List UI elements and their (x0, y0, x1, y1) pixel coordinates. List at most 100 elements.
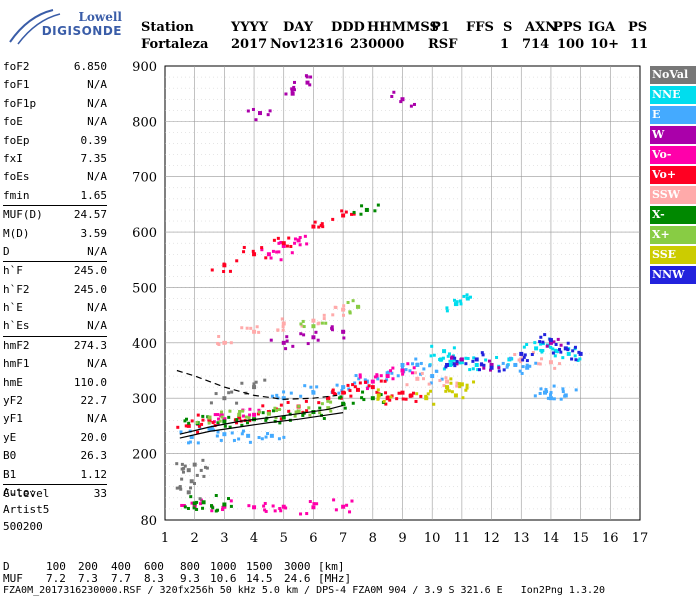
data-point-vo (340, 209, 344, 213)
param-value: N/A (87, 301, 107, 315)
data-point-ssw (224, 341, 228, 345)
data-point-nne (445, 306, 449, 310)
data-point-sse (459, 383, 463, 387)
data-point-nnw (574, 358, 578, 362)
data-point-nne (576, 358, 580, 362)
data-point-x (352, 210, 356, 214)
legend-item-ssw: SSW (650, 186, 696, 204)
data-point-x (192, 506, 196, 510)
data-point-e (429, 381, 433, 385)
data-point-x (240, 423, 244, 427)
data-point-e (508, 356, 512, 360)
data-point-vo (248, 413, 252, 417)
data-point-vo (266, 252, 271, 257)
logo-graphic (9, 9, 61, 45)
data-point-vo (363, 380, 367, 384)
data-point-noval (198, 497, 202, 501)
data-point-x (346, 301, 350, 305)
data-point-ssw (517, 358, 521, 362)
param-label: hmE (3, 375, 23, 389)
data-point-noval (195, 473, 199, 477)
data-point-x (311, 324, 316, 329)
data-point-nnw (543, 333, 547, 337)
header-label-11: PS (628, 20, 648, 35)
data-point-x (301, 413, 305, 417)
data-point-e (525, 363, 529, 367)
data-point-vo (317, 225, 321, 229)
data-point-e (266, 432, 270, 436)
data-point-x (222, 502, 227, 507)
data-point-x (320, 321, 324, 325)
param-row: h`F2 245.0 (3, 281, 107, 299)
data-point-vo (411, 391, 415, 395)
param-value: N/A (87, 115, 107, 129)
data-point-x (187, 421, 191, 425)
data-point-nne (464, 356, 468, 360)
data-point-ssw (455, 384, 459, 388)
data-point-e (237, 437, 241, 441)
data-point-vo (237, 415, 242, 420)
data-point-x (186, 506, 190, 510)
data-point-vo (296, 238, 301, 243)
data-point-sse (382, 399, 386, 403)
data-point-nne (573, 354, 577, 358)
data-point-e (574, 388, 578, 392)
data-point-x (326, 406, 331, 411)
data-point-vo (287, 236, 291, 240)
data-point-vo (279, 403, 283, 407)
data-point-vo (353, 385, 357, 389)
y-tick-label: 400 (132, 337, 157, 352)
data-point-vo (391, 377, 395, 381)
data-point-w (390, 94, 394, 98)
data-point-e (215, 434, 219, 438)
data-point-vo (285, 244, 289, 248)
data-point-w (392, 90, 396, 94)
footer-d-cell: 400 (111, 560, 131, 573)
data-point-e (299, 394, 303, 398)
data-point-e (289, 391, 293, 395)
footer-muf-cell: 7.2 (46, 572, 66, 585)
data-point-noval (227, 391, 231, 395)
data-point-nnw (474, 357, 479, 362)
data-point-w (269, 338, 273, 342)
header-label-5: P1 (431, 20, 450, 35)
data-point-noval (189, 479, 194, 484)
data-point-vo (298, 236, 302, 240)
data-point-x (211, 506, 215, 510)
data-point-nnw (444, 365, 448, 369)
param-label: C-level (3, 486, 50, 500)
param-row: C-level 33 (3, 485, 107, 503)
data-point-x (195, 421, 199, 425)
data-point-e (196, 441, 200, 445)
footer-muf-cell: 7.7 (111, 572, 131, 585)
y-tick-label: 500 (132, 281, 157, 296)
data-point-vo (222, 270, 226, 274)
data-point-vo (352, 212, 356, 216)
data-point-nne (474, 362, 479, 367)
data-point-vo (275, 250, 279, 254)
data-point-w (412, 102, 416, 106)
data-point-x (244, 415, 248, 419)
data-point-vo (271, 504, 275, 508)
header-value-8: 100 (557, 37, 585, 52)
data-point-ssw (438, 379, 442, 383)
data-point-nne (432, 353, 436, 357)
param-label: hmF2 (3, 338, 30, 352)
data-point-sse (454, 394, 458, 398)
data-point-sse (424, 394, 428, 398)
legend-item-nnw: NNW (650, 266, 696, 284)
data-point-x (308, 413, 312, 417)
data-point-ssw (322, 313, 326, 317)
param-row: hmF1 N/A (3, 355, 107, 373)
legend-item-e: E (650, 106, 696, 124)
data-point-vo (221, 505, 225, 509)
header-label-4: HHMMSS (367, 20, 439, 35)
data-point-e (505, 365, 509, 369)
header-value-10: 11 (630, 37, 649, 52)
data-point-w (304, 74, 308, 78)
data-point-e (311, 389, 315, 393)
data-point-vo (308, 500, 312, 504)
data-point-e (513, 362, 518, 367)
data-point-vo (344, 210, 348, 214)
param-value: 110.0 (73, 375, 107, 389)
